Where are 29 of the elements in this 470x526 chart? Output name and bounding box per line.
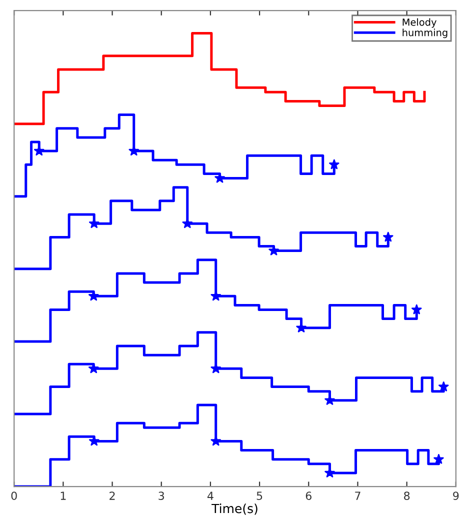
point <box>210 436 221 446</box>
x-axis-title: Time(s) <box>212 504 258 515</box>
legend-label: Melody <box>402 18 436 28</box>
point <box>296 322 306 332</box>
x-tick-label: 2 <box>110 492 115 500</box>
point <box>210 290 221 301</box>
x-tick-label: 4 <box>207 492 214 500</box>
point <box>182 218 193 228</box>
x-tick-label: 3 <box>158 492 164 500</box>
point <box>383 232 394 242</box>
point <box>88 363 99 374</box>
legend-label: humming <box>402 28 448 38</box>
x-tick-label: 8 <box>404 492 410 500</box>
x-tick-label: 0 <box>11 492 17 500</box>
point <box>88 290 99 301</box>
x-tick-label: 1 <box>60 492 66 500</box>
point <box>34 146 44 156</box>
point <box>128 146 139 156</box>
point <box>210 363 221 374</box>
point <box>88 436 100 446</box>
point <box>88 218 100 228</box>
x-tick-label: 6 <box>306 492 312 500</box>
point <box>412 304 422 314</box>
x-tick-label: 7 <box>355 492 360 500</box>
x-tick-label: 9 <box>453 492 459 500</box>
point <box>438 381 449 392</box>
x-tick-label: 5 <box>256 492 262 500</box>
point <box>329 159 340 170</box>
point <box>434 454 444 464</box>
